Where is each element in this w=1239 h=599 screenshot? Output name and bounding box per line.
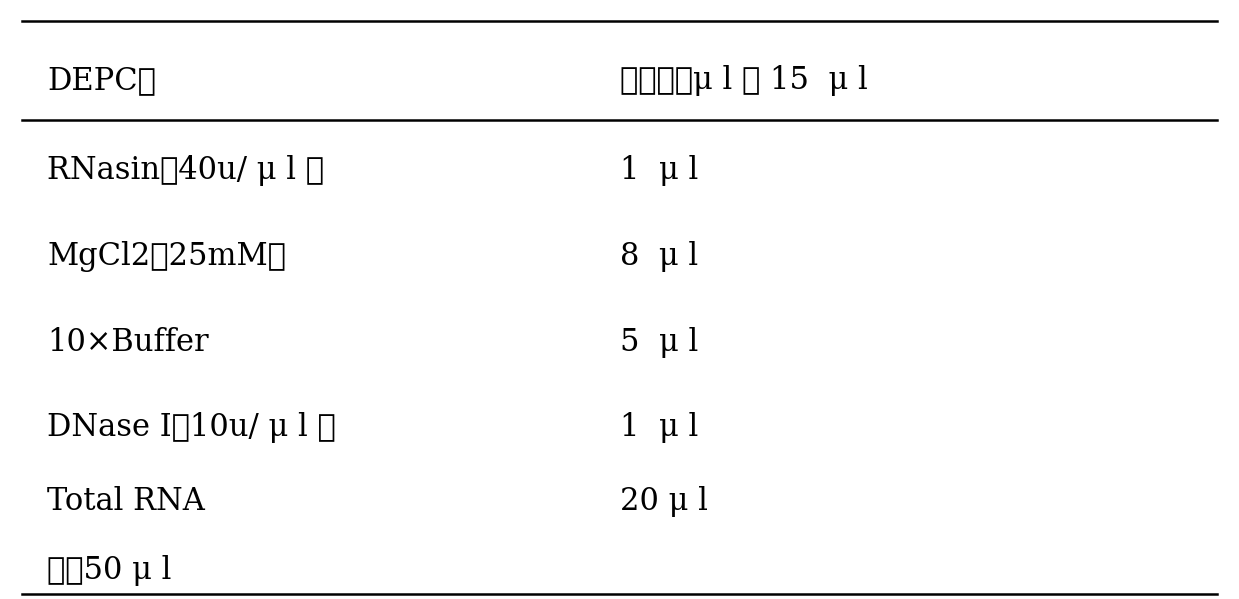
Text: 1  μ l: 1 μ l xyxy=(620,412,698,443)
Text: 10×Buffer: 10×Buffer xyxy=(47,326,208,358)
Text: 总內50 μ l: 总內50 μ l xyxy=(47,555,171,586)
Text: Total RNA: Total RNA xyxy=(47,486,204,517)
Text: 5  μ l: 5 μ l xyxy=(620,326,698,358)
Text: MgCl2（25mM）: MgCl2（25mM） xyxy=(47,241,286,272)
Text: 1  μ l: 1 μ l xyxy=(620,155,698,186)
Text: 20 μ l: 20 μ l xyxy=(620,486,707,517)
Text: RNasin（40u/ μ l ）: RNasin（40u/ μ l ） xyxy=(47,155,325,186)
Text: 使用量（μ l ） 15  μ l: 使用量（μ l ） 15 μ l xyxy=(620,65,867,96)
Text: DNase I（10u/ μ l ）: DNase I（10u/ μ l ） xyxy=(47,412,336,443)
Text: DEPC水: DEPC水 xyxy=(47,65,156,96)
Text: 8  μ l: 8 μ l xyxy=(620,241,698,272)
